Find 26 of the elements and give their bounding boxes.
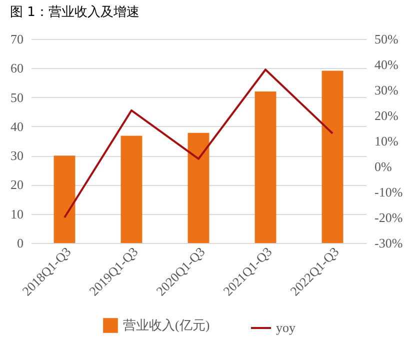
y2-tick-label: 50% [374, 32, 398, 46]
y2-tick-label: -10% [374, 184, 403, 200]
bar [254, 91, 276, 243]
legend-label: yoy [276, 320, 296, 335]
y2-tick-label: 20% [374, 108, 398, 123]
line-series [64, 68, 334, 218]
y-tick-label: 10 [10, 206, 24, 222]
y-tick-label: 70 [10, 32, 24, 46]
y2-tick-label: -30% [374, 236, 403, 250]
bar [188, 132, 210, 243]
chart-title: 图 1：营业收入及增速 [10, 5, 140, 20]
bar [322, 70, 344, 243]
bar [54, 156, 76, 243]
y-tick-label: 40 [10, 118, 24, 134]
y2-tick-label: 10% [374, 134, 398, 148]
y-tick-label: 60 [10, 60, 24, 76]
y2-tick-label: 30% [374, 82, 398, 98]
legend-label: 营业收入(亿元) [123, 318, 210, 332]
y-tick-label: 20 [10, 177, 24, 192]
bar [120, 136, 142, 243]
y2-tick-label: -20% [374, 210, 403, 225]
y2-tick-label: 0% [374, 159, 392, 174]
y-tick-label: 0 [17, 236, 24, 250]
y2-tick-label: 40% [374, 57, 398, 72]
y-tick-label: 50 [10, 90, 24, 105]
y-tick-label: 30 [10, 148, 24, 164]
